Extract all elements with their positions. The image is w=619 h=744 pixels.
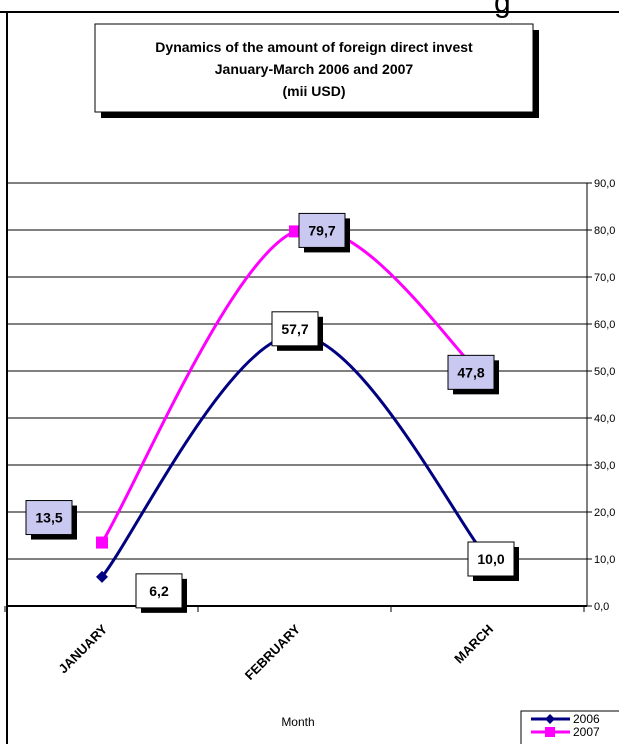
y-tick-label: 10,0 <box>594 554 615 566</box>
x-tick-label: MARCH <box>451 622 496 667</box>
data-label-2006: 10,0 <box>477 551 504 567</box>
legend-box <box>520 710 619 744</box>
data-label-box <box>271 311 319 347</box>
y-tick-label: 40,0 <box>594 413 615 425</box>
data-label-box <box>135 573 183 609</box>
legend-label-2007: 2007 <box>573 725 600 739</box>
y-tick-label: 70,0 <box>594 272 615 284</box>
series-layer <box>96 225 494 583</box>
x-axis-title: Month <box>281 715 314 729</box>
y-tick-label: 0,0 <box>594 601 609 613</box>
data-label-box <box>298 212 346 248</box>
data-point-2007 <box>96 536 108 549</box>
title-box <box>94 23 534 113</box>
y-tick-label: 50,0 <box>594 366 615 378</box>
y-axis: 0,0 10,0 20,0 30,0 40,0 50,0 60,0 70,0 80,0 90,0 <box>586 178 615 613</box>
data-label-2007: 13,5 <box>35 510 62 526</box>
y-tick-label: 80,0 <box>594 225 615 237</box>
chart-title-line-3: (mii USD) <box>283 83 346 99</box>
data-label-box <box>25 500 73 536</box>
series-line-2007 <box>100 227 489 544</box>
data-point-2006 <box>96 570 108 583</box>
data-label-box <box>467 541 515 577</box>
data-label-2006: 57,7 <box>281 321 308 337</box>
chart-title-line-2: January-March 2006 and 2007 <box>215 61 414 77</box>
data-label-box <box>447 354 495 390</box>
data-label-2007: 79,7 <box>308 222 335 238</box>
legend-label-2006: 2006 <box>573 712 600 726</box>
gridlines <box>7 182 587 560</box>
y-tick-label: 20,0 <box>594 507 615 519</box>
data-point-2007 <box>289 225 301 238</box>
x-tick-label: FEBRUARY <box>242 621 304 683</box>
x-tick-label: JANUARY <box>55 621 110 676</box>
x-axis: JANUARY FEBRUARY MARCH <box>4 605 587 683</box>
y-tick-label: 60,0 <box>594 319 615 331</box>
legend-marker-2007 <box>545 727 555 737</box>
data-label-2006: 6,2 <box>149 583 169 599</box>
y-tick-label: 30,0 <box>594 460 615 472</box>
chart-title-line-1: Dynamics of the amount of foreign direct… <box>155 39 473 55</box>
legend-marker-2006 <box>545 714 555 724</box>
header-fragment: g <box>494 0 511 19</box>
data-label-2007: 47,8 <box>457 364 484 380</box>
data-labels: 6,2 57,7 10,0 13,5 79,7 47,8 <box>25 212 519 613</box>
y-tick-label: 90,0 <box>594 178 615 190</box>
